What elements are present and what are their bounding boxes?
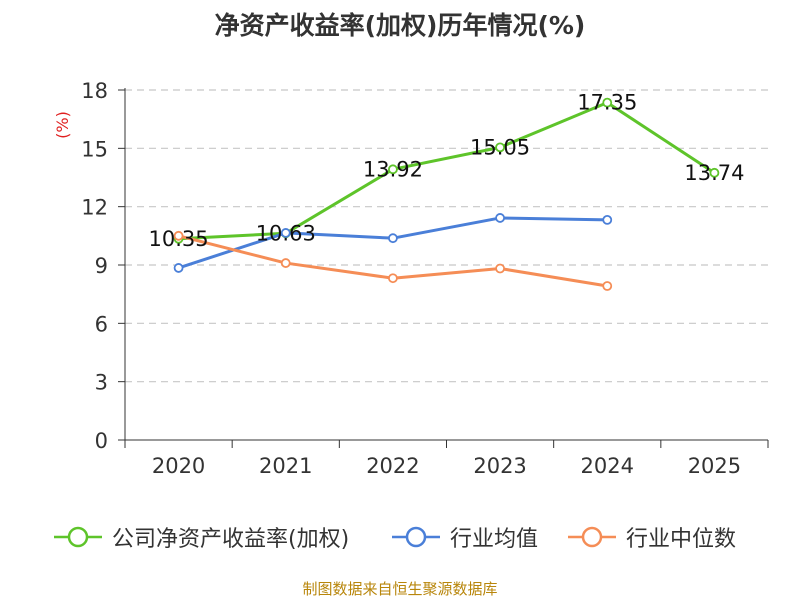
data-label-2024: 17.35 xyxy=(577,91,637,115)
x-tick-label-2023: 2023 xyxy=(473,454,526,478)
legend-marker-green-icon xyxy=(54,526,102,548)
series-1-point-2021 xyxy=(280,228,291,238)
y-tick-label-18: 18 xyxy=(81,79,108,103)
legend: 公司净资产收益率(加权) 行业均值 行业中位数 xyxy=(0,520,800,554)
x-tick-label-2022: 2022 xyxy=(366,454,419,478)
series-0-point-2024 xyxy=(602,97,613,108)
series-layer xyxy=(173,97,720,291)
series-0-point-2025 xyxy=(709,167,720,178)
legend-item-industry-median[interactable]: 行业中位数 xyxy=(566,520,736,554)
data-label-2020: 10.35 xyxy=(149,227,209,251)
data-label-2025: 13.74 xyxy=(684,161,744,185)
legend-label-industry-median: 行业中位数 xyxy=(626,527,737,552)
source-footer: 制图数据来自恒生聚源数据库 xyxy=(302,580,498,598)
legend-marker-orange-icon xyxy=(568,526,616,548)
legend-label-industry-mean: 行业均值 xyxy=(450,527,539,552)
series-2-point-2022 xyxy=(388,273,398,284)
legend-label-company-roe: 公司净资产收益率(加权) xyxy=(112,527,350,552)
y-tick-label-6: 6 xyxy=(95,312,108,336)
series-0-point-2023 xyxy=(495,142,505,153)
x-tick-label-2021: 2021 xyxy=(259,454,312,478)
series-1-point-2023 xyxy=(495,213,505,223)
x-tick-label-2024: 2024 xyxy=(581,454,634,478)
legend-item-industry-mean[interactable]: 行业均值 xyxy=(390,520,538,554)
y-tick-label-9: 9 xyxy=(95,254,108,278)
series-2-point-2023 xyxy=(495,263,505,274)
series-1-point-2022 xyxy=(388,233,398,244)
axis-layer: 0 3 6 9 12 15 18 2020 2021 2022 2023 2024 2025 xyxy=(81,79,769,478)
y-axis-label: (%) xyxy=(53,111,72,139)
data-label-2021: 10.63 xyxy=(256,221,316,245)
data-label-2023: 15.05 xyxy=(470,135,530,159)
legend-item-company-roe[interactable]: 公司净资产收益率(加权) xyxy=(52,520,349,554)
y-tick-label-15: 15 xyxy=(81,137,108,161)
y-tick-label-3: 3 xyxy=(95,371,108,395)
data-label-2022: 13.92 xyxy=(363,157,423,181)
y-tick-label-0: 0 xyxy=(95,429,108,453)
x-tick-label-2020: 2020 xyxy=(152,454,205,478)
series-0-point-2022 xyxy=(388,164,398,175)
x-tick-label-2025: 2025 xyxy=(688,454,741,478)
series-1-point-2020 xyxy=(173,263,184,273)
series-line-0 xyxy=(178,101,716,241)
series-2-point-2024 xyxy=(602,281,613,291)
y-tick-label-12: 12 xyxy=(81,196,108,220)
series-2-point-2020 xyxy=(173,230,184,241)
chart-title: 净资产收益率(加权)历年情况(%) xyxy=(214,11,586,40)
series-1-point-2024 xyxy=(602,214,613,225)
legend-marker-blue-icon xyxy=(392,526,440,548)
data-label-layer: 10.35 10.63 13.92 15.05 17.35 13.74 xyxy=(149,91,745,251)
series-2-point-2021 xyxy=(280,258,291,268)
